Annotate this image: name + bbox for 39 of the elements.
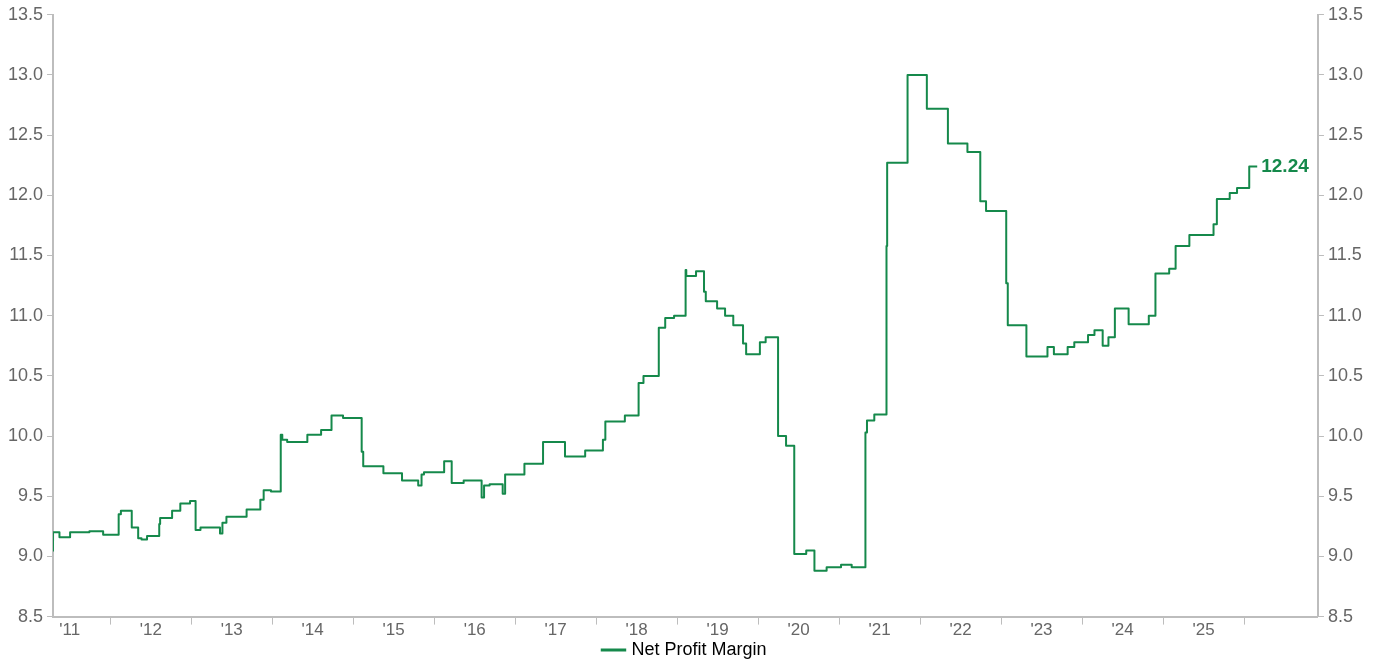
x-tick-label: '19 <box>706 620 729 640</box>
x-tick-label: '14 <box>301 620 324 640</box>
x-tick-label: '24 <box>1111 620 1134 640</box>
x-tick-label: '13 <box>220 620 243 640</box>
y2-tick-label: 10.0 <box>1327 425 1364 446</box>
y-tick-label: 12.5 <box>7 124 44 145</box>
annotation: 12.24 <box>1261 154 1310 176</box>
x-tick-label: '15 <box>382 620 405 640</box>
y2-tick-label: 12.0 <box>1327 184 1364 205</box>
legend-label: Net Profit Margin <box>631 638 767 659</box>
y2-tick-label: 10.5 <box>1327 364 1364 385</box>
x-tick-label: '18 <box>625 620 648 640</box>
y2-tick-label: 13.0 <box>1327 63 1364 84</box>
x-tick-label: '16 <box>463 620 486 640</box>
y-tick-label: 10.0 <box>7 425 44 446</box>
y-tick-label: 11.0 <box>9 304 44 325</box>
x-tick-label: '12 <box>139 620 162 640</box>
x-tick-label: '20 <box>787 620 810 640</box>
x-tick-label: '23 <box>1030 620 1053 640</box>
y-tick-label: 10.5 <box>7 364 44 385</box>
y2-tick-label: 8.5 <box>1327 605 1353 626</box>
x-tick-label: '21 <box>868 620 891 640</box>
y-tick-label: 12.0 <box>7 184 44 205</box>
x-tick-label: '25 <box>1192 620 1215 640</box>
y-tick-label: 8.5 <box>18 605 44 626</box>
y-tick-label: 9.5 <box>18 485 44 506</box>
y2-tick-label: 11.0 <box>1327 304 1362 325</box>
y-tick-label: 9.0 <box>18 545 44 566</box>
y-tick-label: 13.5 <box>7 3 44 24</box>
y2-tick-label: 11.5 <box>1327 244 1362 265</box>
y-tick-label: 11.5 <box>9 244 44 265</box>
y2-tick-label: 13.5 <box>1327 3 1364 24</box>
y-tick-label: 13.0 <box>7 63 44 84</box>
y2-tick-label: 12.5 <box>1327 124 1364 145</box>
x-tick-label: '11 <box>59 620 81 640</box>
x-tick-label: '22 <box>949 620 972 640</box>
y2-tick-label: 9.0 <box>1327 545 1353 566</box>
y2-tick-label: 9.5 <box>1327 485 1353 506</box>
x-tick-label: '17 <box>544 620 567 640</box>
